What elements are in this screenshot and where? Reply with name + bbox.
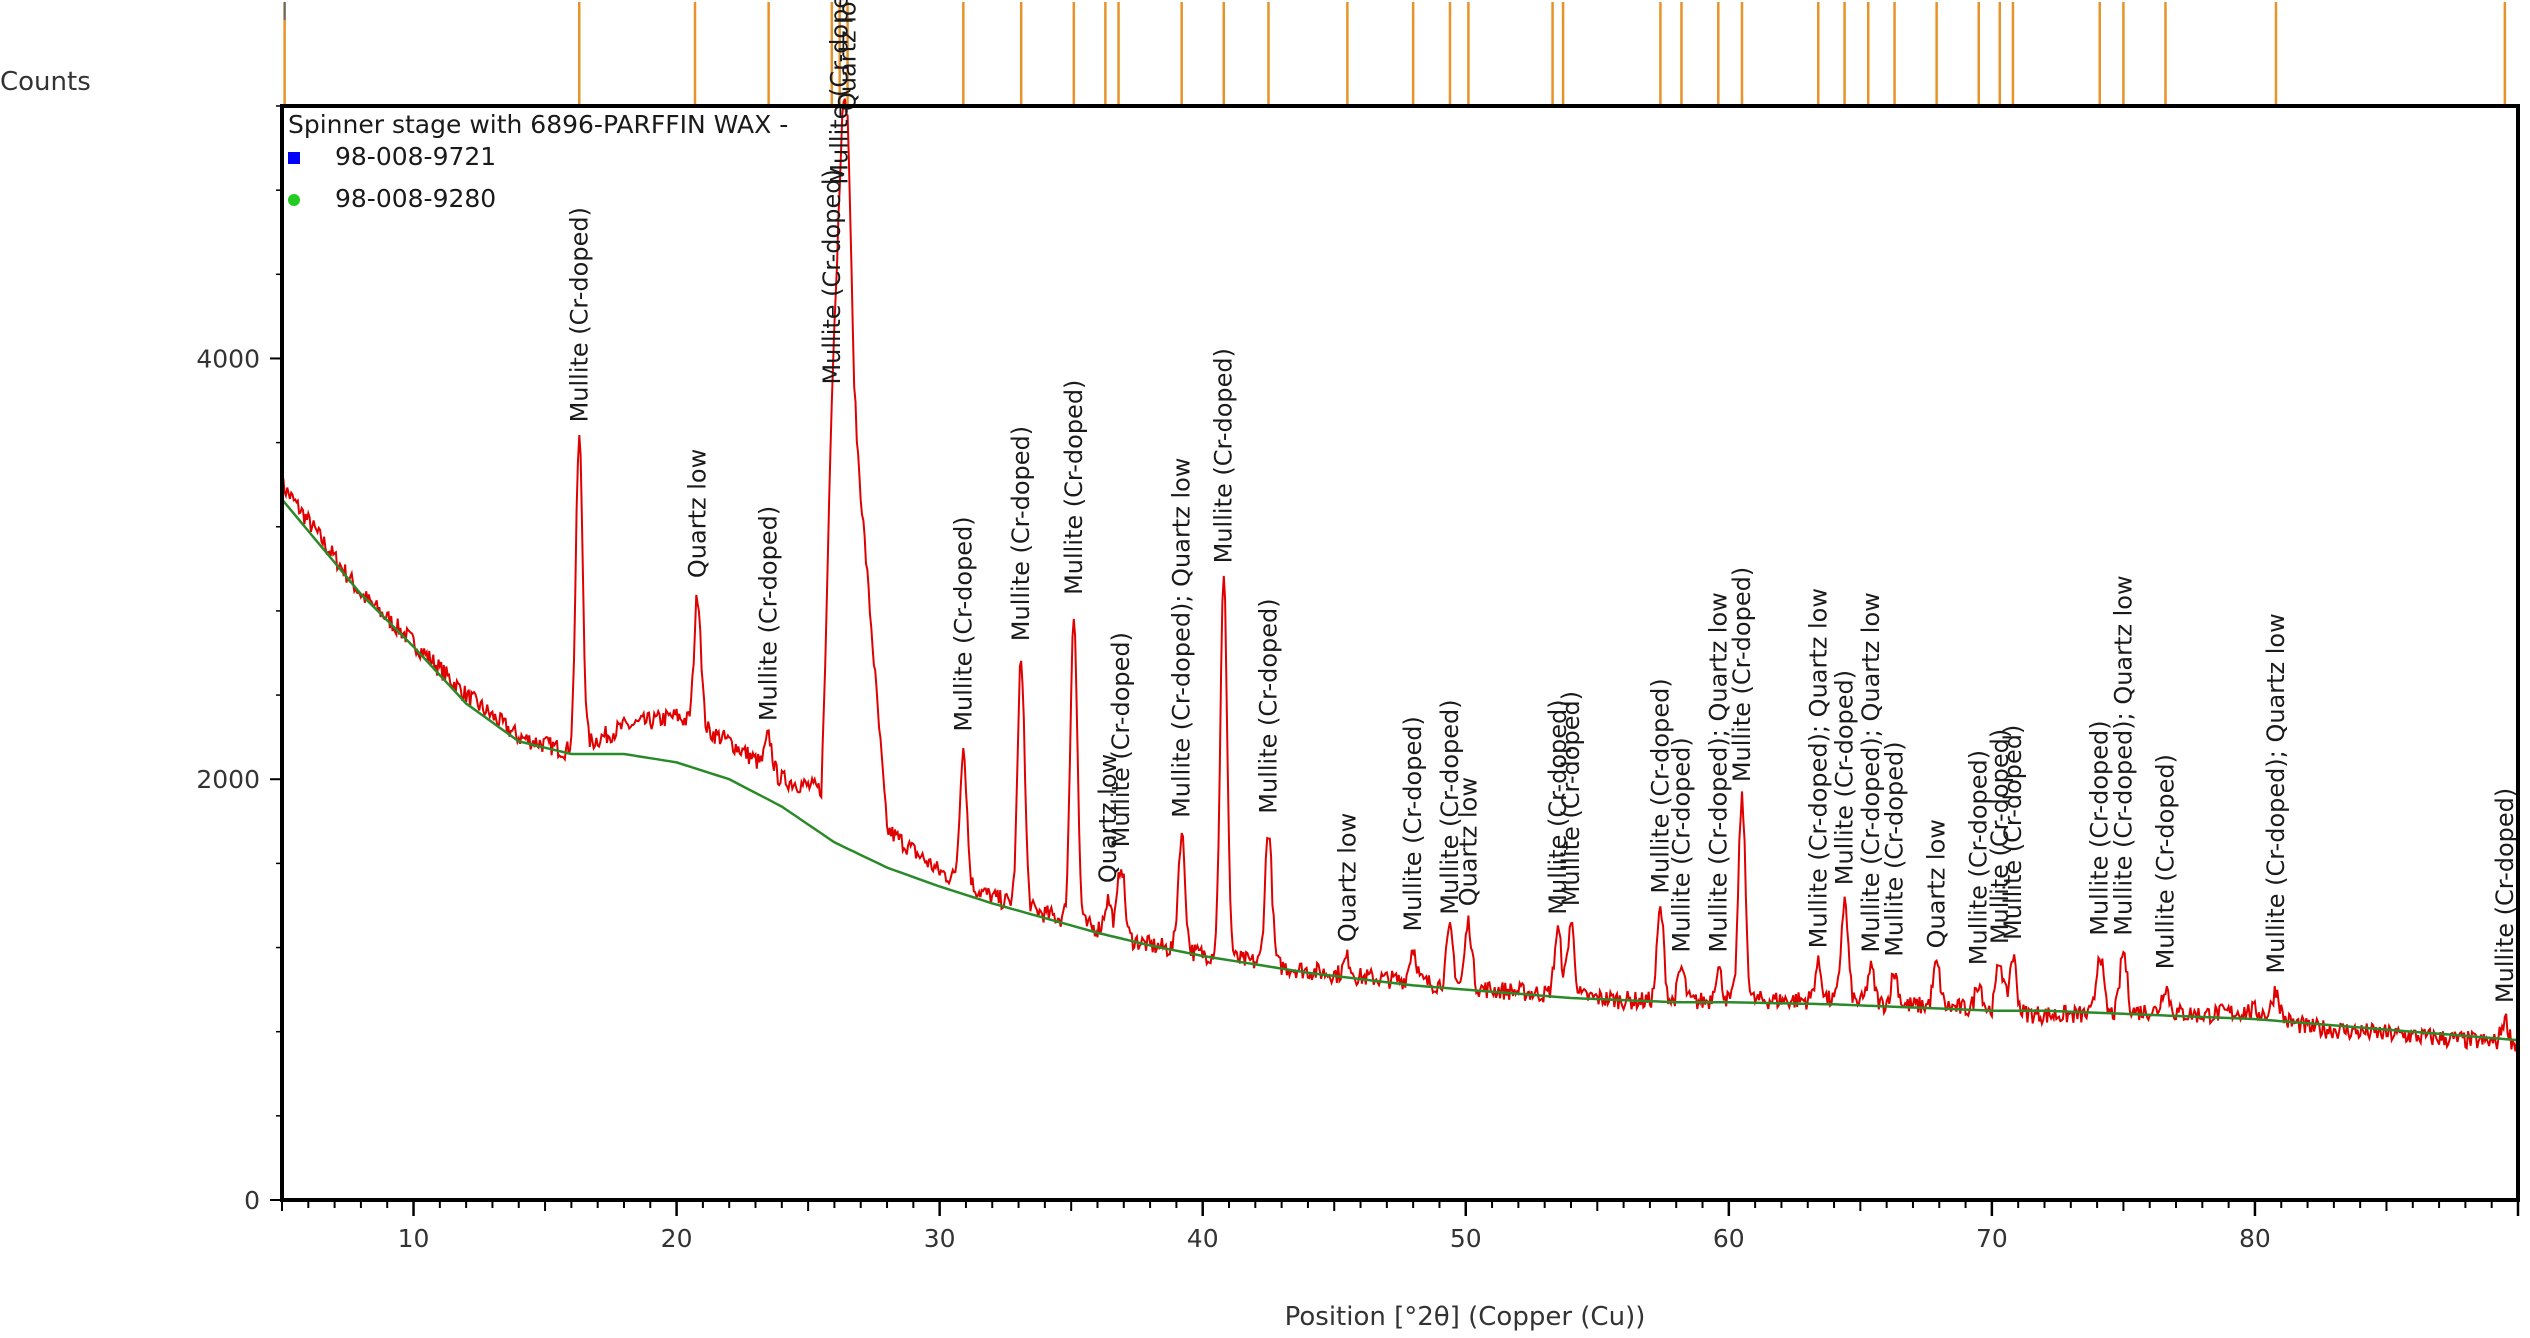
peak-label-19: Mullite (Cr-doped) <box>1557 691 1585 906</box>
peak-label-8: Mullite (Cr-doped) <box>1060 380 1088 595</box>
series-layer <box>281 98 2519 1052</box>
peak-label-31: Mullite (Cr-doped) <box>1999 725 2027 940</box>
peak-label-33: Mullite (Cr-doped); Quartz low <box>2109 575 2137 935</box>
peak-label-15: Mullite (Cr-doped) <box>1399 716 1427 931</box>
x-tick-label-1: 20 <box>661 1224 693 1253</box>
peak-label-11: Mullite (Cr-doped); Quartz low <box>1168 458 1196 818</box>
peak-label-35: Mullite (Cr-doped); Quartz low <box>2262 613 2290 973</box>
peak-label-27: Mullite (Cr-doped) <box>1881 741 1909 956</box>
peak-label-21: Mullite (Cr-doped) <box>1667 737 1695 952</box>
peak-label-2: Mullite (Cr-doped) <box>755 506 783 721</box>
legend-label-1: 98-008-9280 <box>335 184 496 213</box>
legend-marker-0 <box>288 152 300 164</box>
x-tick-label-7: 80 <box>2239 1224 2271 1253</box>
peak-label-26: Mullite (Cr-doped); Quartz low <box>1857 592 1885 952</box>
peak-label-30: Mullite (Cr-doped) <box>1986 729 2014 944</box>
peak-label-10: Mullite (Cr-doped) <box>1107 632 1135 847</box>
peak-label-32: Mullite (Cr-doped) <box>2086 720 2114 935</box>
x-tick-label-5: 60 <box>1713 1224 1745 1253</box>
x-tick-label-4: 50 <box>1450 1224 1482 1253</box>
peak-label-22: Mullite (Cr-doped); Quartz low <box>1704 592 1732 952</box>
y-tick-label-2: 4000 <box>196 344 260 373</box>
reference-lines-strip <box>283 2 2507 106</box>
peak-label-23: Mullite (Cr-doped) <box>1728 567 1756 782</box>
peak-label-17: Quartz low <box>1454 777 1482 906</box>
peak-label-12: Mullite (Cr-doped) <box>1210 348 1238 563</box>
peak-label-0: Mullite (Cr-doped) <box>565 207 593 422</box>
x-tick-label-0: 10 <box>398 1224 430 1253</box>
x-tick-label-2: 30 <box>924 1224 956 1253</box>
plot-frame <box>280 104 2520 1202</box>
peak-label-1: Quartz low <box>684 449 712 578</box>
peak-labels: Mullite (Cr-doped)Quartz low Mullite (Cr-… <box>565 0 2519 1003</box>
peak-label-24: Mullite (Cr-doped); Quartz low <box>1804 588 1832 948</box>
background-fit-line <box>281 498 2519 1042</box>
peak-label-7: Mullite (Cr-doped) <box>1007 426 1035 641</box>
y-tick-label-0: 0 <box>244 1186 260 1215</box>
legend-entries: 98-008-9721 98-008-9280 <box>288 142 496 213</box>
peak-label-28: Quartz low <box>1923 819 1951 948</box>
peak-label-25: Mullite (Cr-doped) <box>1831 670 1859 885</box>
y-tick-label-1: 2000 <box>196 765 260 794</box>
x-tick-label-6: 70 <box>1976 1224 2008 1253</box>
peak-label-14: Quartz low <box>1333 813 1361 942</box>
x-axis: 10 20 30 40 50 60 70 80 <box>281 1200 2520 1253</box>
peak-label-18: Mullite (Cr-doped) <box>1544 699 1572 914</box>
peak-label-3: Mullite (Cr-doped) <box>818 169 846 384</box>
y-axis: 0 2000 4000 <box>196 105 282 1215</box>
peak-label-4: Mullite (Cr-doped) <box>826 0 854 185</box>
legend: Spinner stage with 6896-PARFFIN WAX - 98… <box>288 110 788 213</box>
peak-label-16: Mullite (Cr-doped) <box>1436 699 1464 914</box>
legend-marker-1 <box>288 194 300 206</box>
x-axis-title: Position [°2θ] (Copper (Cu)) <box>1285 1302 1646 1332</box>
y-axis-title: Counts <box>0 67 91 97</box>
peak-label-9: Quartz low <box>1094 754 1122 883</box>
peak-label-29: Mullite (Cr-doped) <box>1965 750 1993 965</box>
peak-label-13: Mullite (Cr-doped) <box>1254 598 1282 813</box>
legend-title: Spinner stage with 6896-PARFFIN WAX - <box>288 110 788 139</box>
peak-label-36: Mullite (Cr-doped) <box>2491 788 2519 1003</box>
peak-label-20: Mullite (Cr-doped) <box>1646 678 1674 893</box>
peak-label-6: Mullite (Cr-doped) <box>949 516 977 731</box>
legend-label-0: 98-008-9721 <box>335 142 496 171</box>
peak-label-5: Quartz low <box>834 0 862 111</box>
x-tick-label-3: 40 <box>1187 1224 1219 1253</box>
peak-label-34: Mullite (Cr-doped) <box>2152 754 2180 969</box>
